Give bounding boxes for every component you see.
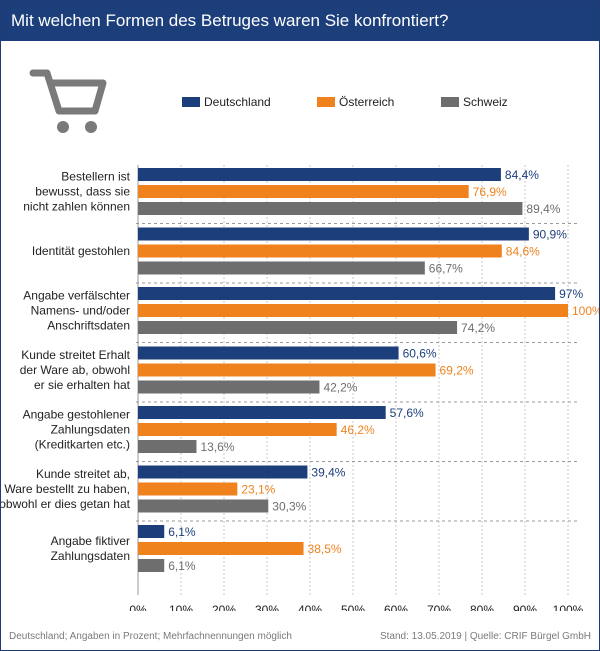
value-label: 66,7% — [429, 262, 463, 276]
value-label: 39,4% — [311, 466, 345, 480]
source-note: Stand: 13.05.2019 | Quelle: CRIF Bürgel … — [379, 631, 591, 642]
bar — [138, 465, 308, 479]
legend-swatch — [441, 97, 459, 107]
legend-label: Österreich — [339, 95, 394, 109]
bar — [138, 321, 458, 334]
x-tick-label: 30% — [255, 603, 279, 611]
bar — [138, 168, 501, 181]
bar-chart: Deutschland Österreich Schweiz 0% 10% 20% 30% 4… — [1, 69, 599, 611]
x-tick-label: 90% — [513, 603, 537, 611]
bar — [138, 542, 304, 555]
value-label: 6,1% — [168, 559, 196, 573]
bar — [138, 244, 502, 258]
value-label: 46,2% — [341, 423, 375, 437]
bar — [138, 406, 386, 419]
category-label: Bestellern ist — [61, 170, 130, 184]
category-label: Ware bestellt zu haben, — [4, 482, 130, 496]
x-tick-label: 70% — [427, 603, 451, 611]
category-label: Angabe verfälschter — [23, 289, 130, 303]
bar — [138, 525, 165, 538]
footnote: Deutschland; Angaben in Prozent; Mehrfac… — [9, 631, 292, 642]
legend-swatch — [317, 97, 335, 107]
bar — [138, 185, 469, 198]
value-label: 90,9% — [533, 228, 567, 242]
x-tick-label: 10% — [169, 603, 193, 611]
x-tick-label: 0% — [129, 603, 147, 611]
x-tick-label: 80% — [470, 603, 494, 611]
category-label: Zahlungsdaten — [51, 549, 130, 563]
value-label: 84,6% — [506, 245, 540, 259]
category-label: der Ware ab, obwohl — [20, 363, 130, 377]
x-tick-label: 20% — [212, 603, 236, 611]
category-label: Kunde streitet Erhalt — [21, 348, 130, 362]
bar — [138, 423, 337, 436]
category-label: Kunde streitet ab, — [36, 467, 130, 481]
bar — [138, 380, 320, 394]
legend-label: Deutschland — [204, 95, 271, 109]
value-label: 100% — [572, 304, 599, 318]
x-tick-label: 50% — [341, 603, 365, 611]
category-label: Angabe fiktiver — [51, 534, 130, 548]
x-tick-label: 100% — [553, 603, 584, 611]
category-label: er sie erhalten hat — [34, 378, 131, 392]
value-label: 30,3% — [272, 500, 306, 514]
bar — [138, 440, 197, 453]
value-label: 89,4% — [526, 202, 560, 216]
x-tick-label: 40% — [298, 603, 322, 611]
category-label: (Kreditkarten etc.) — [35, 438, 130, 452]
value-label: 74,2% — [461, 321, 495, 335]
chart-title: Mit welchen Formen des Betruges waren Si… — [11, 11, 449, 30]
x-tick-label: 60% — [384, 603, 408, 611]
category-label: obwohl er dies getan hat — [1, 497, 131, 511]
value-label: 97% — [559, 287, 583, 301]
bar — [138, 363, 436, 377]
value-label: 38,5% — [308, 542, 342, 556]
cart-wheel — [57, 121, 69, 133]
bar — [138, 304, 568, 317]
value-label: 60,6% — [403, 347, 437, 361]
value-label: 76,9% — [473, 185, 507, 199]
category-label: Identität gestohlen — [32, 244, 130, 258]
cart-body — [29, 69, 107, 115]
bar — [138, 287, 556, 300]
bar — [138, 346, 399, 360]
category-label: Anschriftsdaten — [47, 319, 130, 333]
value-label: 69,2% — [440, 364, 474, 378]
bar — [138, 261, 425, 275]
category-label: nicht zahlen können — [23, 200, 130, 214]
value-label: 13,6% — [200, 440, 234, 454]
bar — [138, 202, 523, 215]
bar — [138, 559, 165, 572]
category-label: bewusst, dass sie — [35, 185, 130, 199]
value-label: 23,1% — [241, 483, 275, 497]
header-bar: Mit welchen Formen des Betruges waren Si… — [1, 1, 599, 41]
value-label: 42,2% — [323, 381, 357, 395]
value-label: 84,4% — [505, 168, 539, 182]
cart-wheel — [85, 121, 97, 133]
bar — [138, 227, 529, 241]
value-label: 57,6% — [390, 406, 424, 420]
bar — [138, 499, 269, 513]
bar — [138, 482, 238, 496]
shopping-cart-icon — [29, 69, 107, 133]
category-label: Namens- und/oder — [31, 304, 130, 318]
value-label: 6,1% — [168, 525, 196, 539]
category-label: Angabe gestohlener — [23, 408, 130, 422]
legend-label: Schweiz — [463, 95, 508, 109]
category-label: Zahlungsdaten — [51, 423, 130, 437]
legend-swatch — [182, 97, 200, 107]
